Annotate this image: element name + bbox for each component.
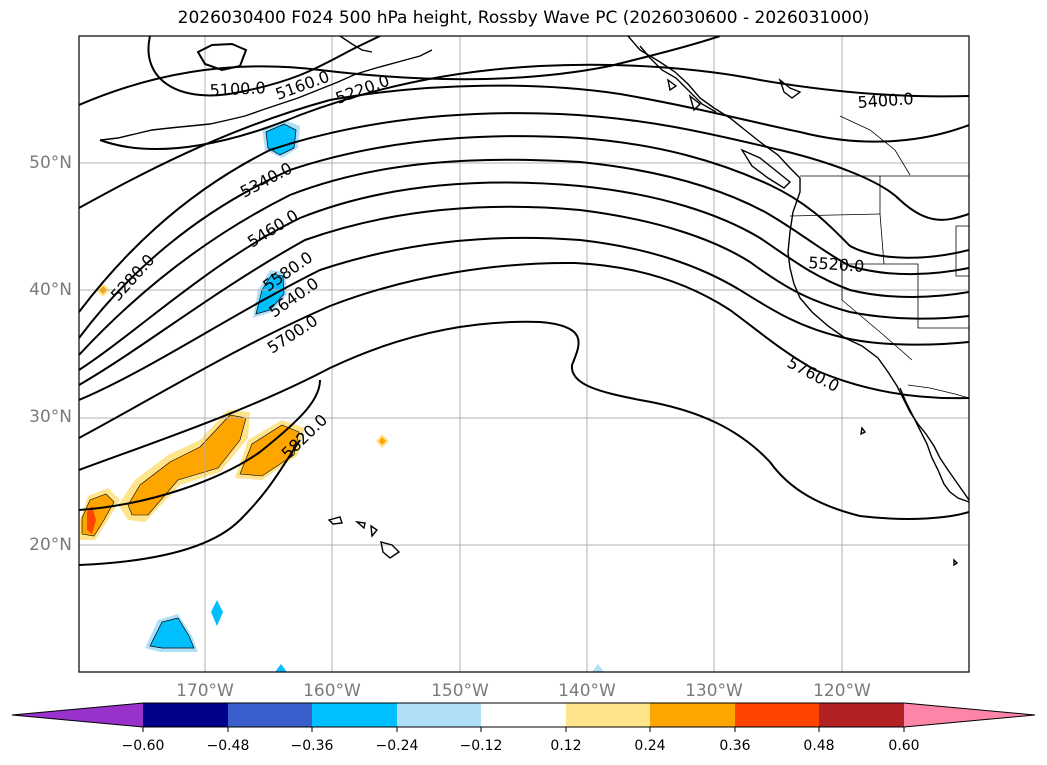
negative-anomaly-area <box>265 123 297 156</box>
negative-anomaly-area <box>275 664 287 672</box>
colorbar-segment <box>735 703 819 727</box>
negative-anomaly-area <box>149 617 195 649</box>
colorbar-tick-label: 0.36 <box>719 738 751 754</box>
vancouver-island <box>740 148 792 189</box>
colorbar-segment <box>650 703 735 727</box>
colorbar-tick-label: 0.24 <box>634 738 666 754</box>
negative-anomaly-area <box>592 664 604 672</box>
colorbar-tick-label: −0.48 <box>206 738 250 754</box>
height-contour <box>79 205 969 386</box>
island-east-pacific <box>860 426 959 567</box>
colorbar-tick-label: −0.36 <box>290 738 334 754</box>
negative-anomaly-area <box>211 600 223 626</box>
canada-provincial-border <box>839 115 911 176</box>
us-mexico-border <box>907 384 969 399</box>
map-plot-area: 5100.0 5160.0 5220.0 5280.0 5340.0 5400.… <box>79 36 969 672</box>
state-border <box>841 264 913 361</box>
colorbar-segment <box>397 703 481 727</box>
colorbar-segment <box>312 703 397 727</box>
state-border <box>955 225 969 277</box>
island-north-pacific <box>196 42 248 72</box>
height-contour <box>147 36 381 97</box>
colorbar-tick-label: −0.24 <box>375 738 419 754</box>
longitude-label: 160°W <box>303 681 361 701</box>
contour-label: 5520.0 <box>808 253 865 276</box>
latitude-label: 40°N <box>29 280 72 300</box>
colorbar-tick-label: −0.60 <box>121 738 165 754</box>
alaska-panhandle <box>639 45 717 113</box>
coastlines <box>100 36 969 567</box>
longitude-label: 170°W <box>176 681 234 701</box>
height-contour <box>79 379 321 511</box>
longitude-label: 130°W <box>685 681 743 701</box>
positive-anomaly-area <box>87 506 96 534</box>
longitude-label: 120°W <box>813 681 871 701</box>
latitude-label: 50°N <box>29 153 72 173</box>
colorbar-tick-label: −0.12 <box>459 738 503 754</box>
height-contour <box>79 112 969 313</box>
graticule <box>79 36 969 672</box>
latitude-label: 20°N <box>29 535 72 555</box>
positive-anomaly-area <box>379 437 386 445</box>
colorbar-segment <box>143 703 228 727</box>
map-title: 2026030400 F024 500 hPa height, Rossby W… <box>177 8 870 28</box>
positive-anomaly-area <box>239 424 300 477</box>
hawaii-islands <box>327 516 401 559</box>
anomaly-shading <box>80 120 604 672</box>
colorbar-tick-label: 0.60 <box>888 738 920 754</box>
colorbar-segment <box>481 703 566 727</box>
height-contour <box>79 181 969 371</box>
contour-label: 5100.0 <box>209 78 266 100</box>
height-contours <box>79 36 969 566</box>
height-contour <box>79 320 969 520</box>
state-border <box>789 213 881 217</box>
political-borders <box>789 115 969 399</box>
baja-california-coastline <box>899 387 969 503</box>
height-contour <box>79 135 969 339</box>
height-contour <box>79 158 969 356</box>
height-contour <box>99 63 969 150</box>
colorbar-tick-label: 0.48 <box>803 738 835 754</box>
aleutian-coast <box>100 49 433 141</box>
colorbar-segment <box>819 703 904 727</box>
height-contour <box>79 439 301 566</box>
positive-anomaly-area <box>127 414 247 516</box>
contour-label: 5400.0 <box>857 89 914 112</box>
alaska-southeast-islands <box>666 77 802 112</box>
height-contour <box>79 236 969 401</box>
colorbar-extend-high <box>904 703 1035 727</box>
state-border <box>879 176 969 329</box>
longitude-label: 140°W <box>558 681 616 701</box>
map-frame <box>78 35 970 673</box>
height-contour <box>79 84 969 209</box>
height-contour <box>79 261 969 439</box>
colorbar <box>11 702 1036 732</box>
colorbar-tick-label: 0.12 <box>550 738 582 754</box>
longitude-label: 150°W <box>431 681 489 701</box>
colorbar-segment <box>228 703 312 727</box>
colorbar-segment <box>566 703 650 727</box>
north-america-coastline <box>627 36 969 501</box>
latitude-label: 30°N <box>29 407 72 427</box>
colorbar-extend-low <box>12 703 143 727</box>
